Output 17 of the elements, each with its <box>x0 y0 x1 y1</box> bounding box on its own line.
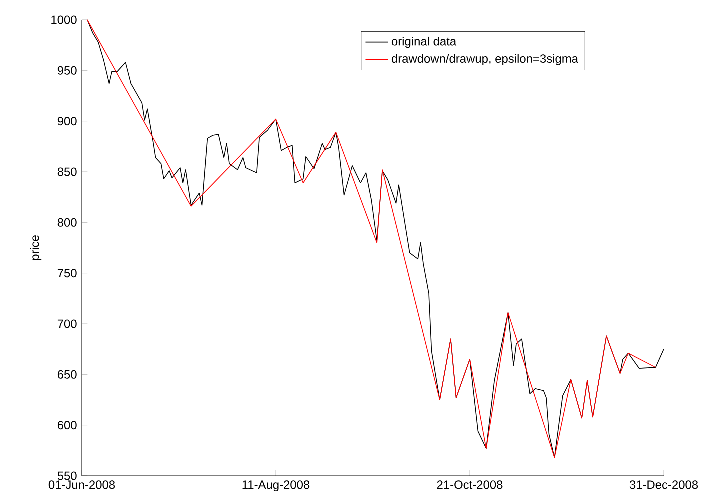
y-tick-label: 850 <box>58 168 77 176</box>
y-tick-label: 750 <box>58 269 77 278</box>
x-tick-label: 31-Dec-2008 <box>630 480 698 490</box>
x-tick-label: 01-Jun-2008 <box>48 480 116 490</box>
x-tick-label: 11-Aug-2008 <box>242 480 310 492</box>
y-tick-label: 1000 <box>52 16 77 24</box>
y-tick-label: 650 <box>58 370 77 379</box>
y-tick-label: 800 <box>58 218 77 227</box>
x-tick-label: 21-Oct-2008 <box>437 480 503 490</box>
y-tick-label: 900 <box>58 117 77 126</box>
y-tick-label: 950 <box>58 66 77 75</box>
y-tick-label: 550 <box>58 472 77 480</box>
y-tick-label: 700 <box>58 320 77 328</box>
y-axis-title: price <box>30 236 42 260</box>
legend-label: drawdown/drawup, epsilon=3sigma <box>392 54 578 66</box>
y-tick-label: 600 <box>58 421 77 430</box>
legend-label: original data <box>392 36 457 48</box>
